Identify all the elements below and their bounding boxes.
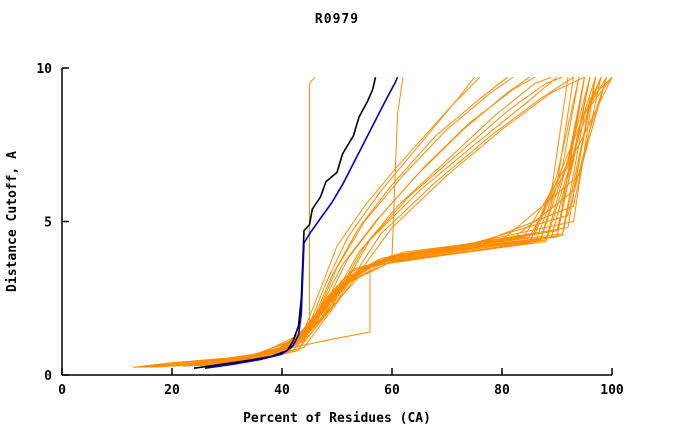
- series-model-36: [166, 76, 607, 367]
- series-model-12: [160, 77, 585, 367]
- series-model-07: [188, 77, 602, 367]
- series-model-21: [138, 77, 574, 368]
- x-tick-label: 20: [164, 383, 180, 398]
- x-tick-label: 0: [58, 383, 66, 398]
- series-model-19: [226, 76, 552, 364]
- series-model-33: [243, 76, 574, 363]
- x-tick-label: 80: [494, 383, 510, 398]
- series-model-11: [171, 77, 591, 367]
- x-tick-label: 100: [600, 383, 624, 398]
- series-highlight-blue: [204, 76, 399, 369]
- series-highlight-black: [193, 77, 377, 369]
- y-tick-label: 10: [36, 62, 52, 77]
- series-model-18: [221, 76, 536, 365]
- series-model-08: [193, 77, 607, 367]
- x-tick-label: 60: [384, 383, 400, 398]
- series-model-23: [188, 77, 596, 366]
- x-axis-label: Percent of Residues (CA): [243, 411, 431, 426]
- series-model-01: [133, 77, 569, 368]
- series-model-28: [237, 76, 558, 364]
- chart-title: R0979: [314, 12, 360, 27]
- series-model-27: [232, 76, 563, 364]
- series-model-26: [215, 76, 530, 365]
- series-model-31: [133, 77, 580, 368]
- series-model-14: [193, 76, 475, 367]
- series-model-34: [248, 76, 585, 362]
- y-axis-label: Distance Cutoff, A: [5, 151, 20, 292]
- x-tick-label: 40: [274, 383, 290, 398]
- y-tick-label: 0: [44, 369, 52, 384]
- y-tick-label: 5: [44, 216, 52, 231]
- series-model-24: [177, 77, 591, 367]
